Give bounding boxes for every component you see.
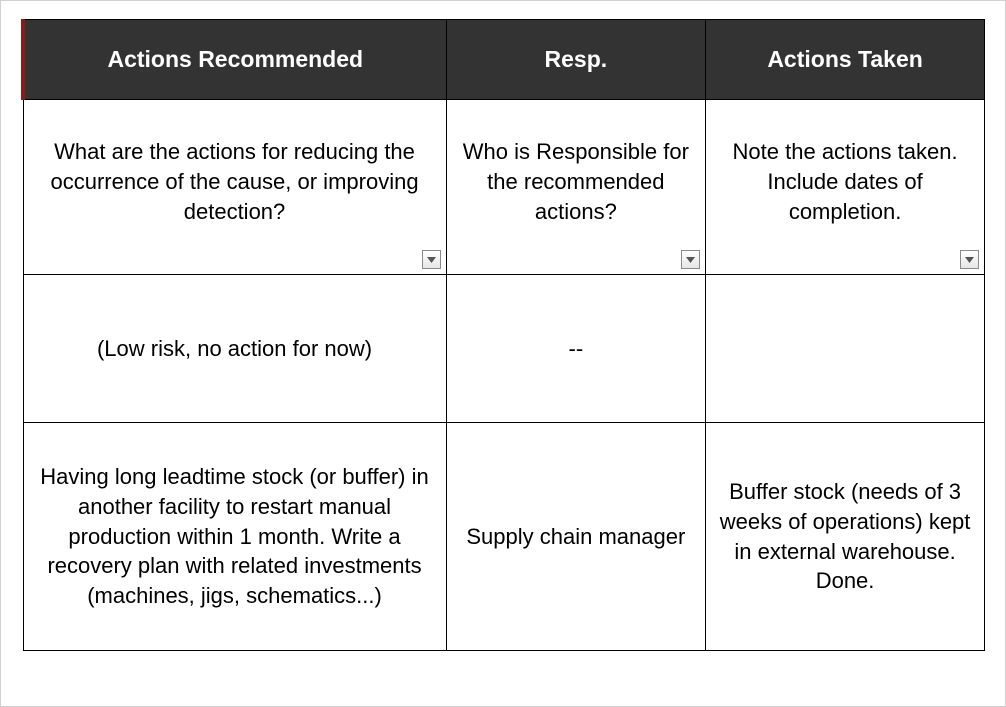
spreadsheet-sheet: Actions Recommended Resp. Actions Taken …	[0, 0, 1006, 707]
cell-actions-recommended[interactable]: (Low risk, no action for now)	[23, 275, 446, 423]
chevron-down-icon	[427, 257, 436, 263]
cell-resp[interactable]: Supply chain manager	[446, 423, 706, 651]
table-row: Having long leadtime stock (or buffer) i…	[23, 423, 985, 651]
chevron-down-icon	[686, 257, 695, 263]
desc-cell-actions-taken[interactable]: Note the actions taken. Include dates of…	[706, 100, 985, 275]
chevron-down-icon	[965, 257, 974, 263]
header-row: Actions Recommended Resp. Actions Taken	[23, 20, 985, 100]
filter-dropdown-button[interactable]	[422, 250, 441, 269]
cell-resp[interactable]: --	[446, 275, 706, 423]
desc-text: Who is Responsible for the recommended a…	[463, 139, 689, 223]
header-actions-recommended: Actions Recommended	[23, 20, 446, 100]
header-resp: Resp.	[446, 20, 706, 100]
cell-actions-taken[interactable]: Buffer stock (needs of 3 weeks of operat…	[706, 423, 985, 651]
filter-dropdown-button[interactable]	[960, 250, 979, 269]
table-row: (Low risk, no action for now) --	[23, 275, 985, 423]
cell-actions-recommended[interactable]: Having long leadtime stock (or buffer) i…	[23, 423, 446, 651]
desc-text: What are the actions for reducing the oc…	[50, 139, 418, 223]
desc-cell-resp[interactable]: Who is Responsible for the recommended a…	[446, 100, 706, 275]
description-row: What are the actions for reducing the oc…	[23, 100, 985, 275]
desc-cell-actions-recommended[interactable]: What are the actions for reducing the oc…	[23, 100, 446, 275]
cell-actions-taken[interactable]	[706, 275, 985, 423]
desc-text: Note the actions taken. Include dates of…	[733, 139, 958, 223]
fmea-table: Actions Recommended Resp. Actions Taken …	[21, 19, 985, 651]
filter-dropdown-button[interactable]	[681, 250, 700, 269]
header-actions-taken: Actions Taken	[706, 20, 985, 100]
